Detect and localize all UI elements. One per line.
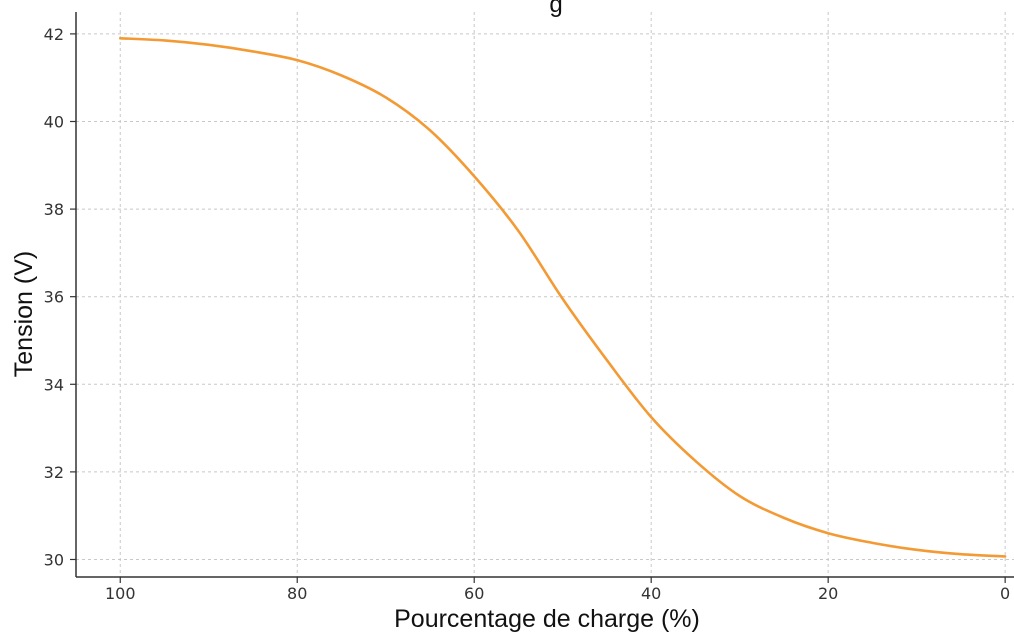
y-tick-label: 34 — [44, 375, 64, 394]
y-tick-label: 36 — [44, 288, 64, 307]
x-tick-label: 20 — [818, 584, 838, 603]
tick-labels: 100 80 60 40 20 0 30 32 34 36 38 40 42 — [44, 25, 1011, 603]
chart-title: g — [549, 0, 562, 18]
y-tick-label: 40 — [44, 112, 64, 131]
y-tick-label: 38 — [44, 200, 64, 219]
x-tick-label: 40 — [641, 584, 661, 603]
x-tick-label: 60 — [464, 584, 484, 603]
x-tick-label: 0 — [1000, 584, 1010, 603]
series-line — [118, 36, 1007, 558]
y-tick-label: 42 — [44, 25, 64, 44]
y-tick-label: 30 — [44, 550, 64, 569]
series-layer — [118, 36, 1007, 558]
x-tick-label: 80 — [287, 584, 307, 603]
grid — [76, 12, 1014, 577]
y-tick-label: 32 — [44, 463, 64, 482]
y-axis-label: Tension (V) — [10, 251, 38, 377]
axes — [70, 12, 1014, 583]
x-tick-label: 100 — [105, 584, 136, 603]
x-axis-label: Pourcentage de charge (%) — [394, 605, 700, 633]
